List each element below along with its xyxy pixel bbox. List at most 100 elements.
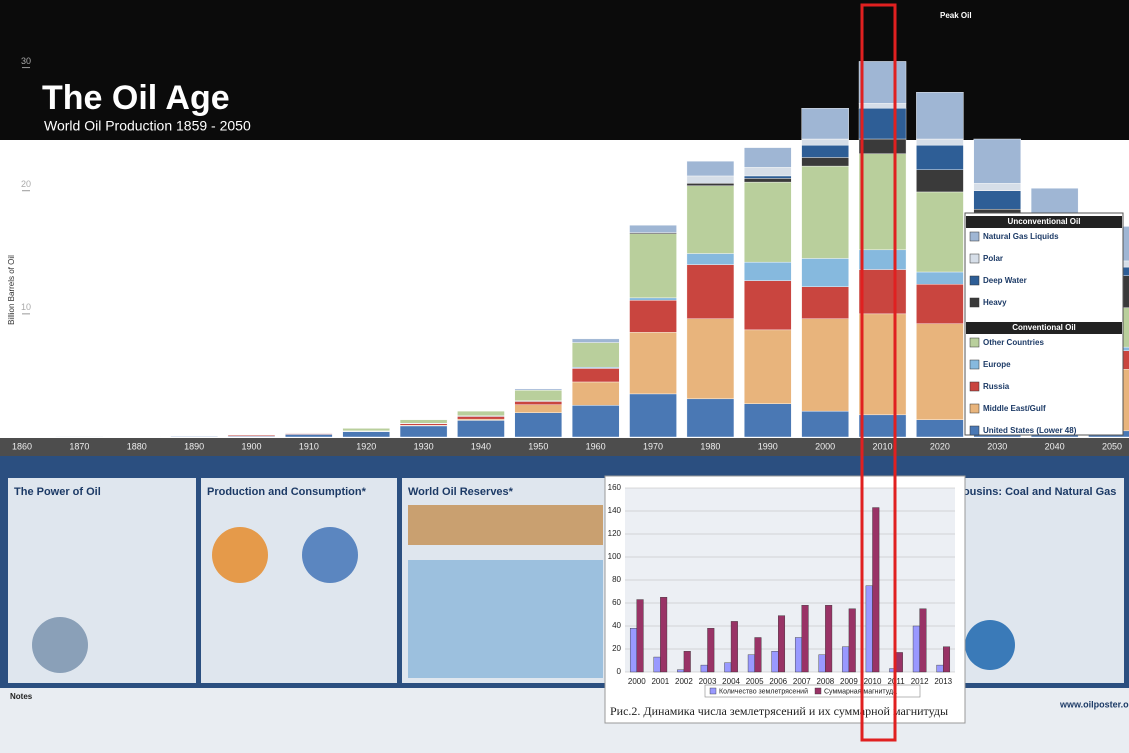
x-tick-label: 2009	[840, 677, 858, 686]
x-tick-label: 2010	[864, 677, 882, 686]
bar-segment	[744, 167, 792, 177]
x-tick-label: 2005	[746, 677, 764, 686]
x-tick-label: 2006	[769, 677, 787, 686]
x-tick-label: 1940	[471, 441, 491, 451]
x-tick-label: 1980	[700, 441, 720, 451]
x-tick-label: 2004	[722, 677, 740, 686]
bar	[943, 646, 951, 673]
legend-label: United States (Lower 48)	[983, 426, 1077, 435]
bar-segment	[457, 410, 505, 417]
bar-segment	[399, 425, 448, 438]
bar	[895, 652, 903, 673]
legend-swatch	[969, 253, 980, 264]
legend-heading: Unconventional Oil	[1008, 217, 1081, 226]
x-tick-label: 1870	[69, 441, 89, 451]
bar-segment	[801, 138, 849, 146]
bar-segment	[916, 419, 964, 438]
legend-label: Deep Water	[983, 276, 1027, 285]
x-tick-label: 2020	[930, 441, 950, 451]
side-title: Peak Oil	[940, 11, 972, 20]
bar	[660, 597, 668, 673]
reserves-illustration	[408, 505, 603, 545]
x-tick-label: 1920	[356, 441, 376, 451]
x-tick-label: 2003	[699, 677, 717, 686]
y-tick-label: 30	[21, 56, 31, 66]
bar-segment	[801, 108, 849, 140]
bar-segment	[858, 313, 907, 416]
legend-swatch	[814, 687, 822, 695]
poster-title: The Oil Age	[42, 79, 230, 117]
bar-segment	[858, 249, 907, 270]
y-tick-label: 10	[21, 302, 31, 312]
bar	[730, 621, 738, 673]
bar-segment	[285, 434, 333, 438]
legend-swatch	[969, 231, 980, 242]
x-tick-label: 1880	[127, 441, 147, 451]
bar-segment	[686, 253, 735, 265]
x-tick-label: 1950	[528, 441, 548, 451]
y-tick-label: 0	[617, 667, 622, 676]
bar-segment	[858, 103, 907, 109]
y-tick-label: 20	[612, 644, 621, 653]
x-tick-label: 1990	[758, 441, 778, 451]
bar-segment	[514, 388, 563, 391]
map-illustration	[408, 560, 603, 678]
y-tick-label: 120	[608, 529, 622, 538]
bar-segment	[342, 428, 390, 432]
bar-segment	[744, 178, 792, 183]
legend-swatch	[709, 687, 717, 695]
y-tick-label: 80	[612, 575, 621, 584]
bar	[794, 637, 802, 673]
bar-segment	[858, 414, 907, 438]
bar-segment	[399, 419, 448, 424]
legend-swatch	[969, 425, 980, 436]
bar-segment	[514, 404, 563, 413]
legend-swatch	[969, 381, 980, 392]
bar-segment	[744, 329, 792, 404]
bar	[825, 605, 833, 673]
bar-segment	[629, 297, 677, 301]
bar-segment	[571, 338, 620, 343]
bar-segment	[514, 412, 563, 438]
x-tick-label: 1860	[12, 441, 32, 451]
bar-segment	[801, 144, 849, 158]
bar-segment	[801, 410, 849, 438]
bar-segment	[744, 181, 792, 263]
bar	[771, 651, 779, 673]
bar-segment	[686, 264, 735, 319]
bar	[801, 605, 809, 673]
x-tick-label: 2030	[987, 441, 1007, 451]
y-tick-label: 100	[608, 552, 622, 561]
bar-segment	[457, 416, 505, 420]
bar-segment	[801, 258, 849, 287]
bar-segment	[858, 138, 907, 154]
bar-segment	[916, 271, 964, 285]
x-tick-label: 1960	[586, 441, 606, 451]
x-tick-label: 1930	[414, 441, 434, 451]
bar	[912, 625, 920, 673]
bar	[919, 608, 927, 673]
bar-segment	[342, 431, 390, 438]
bar-segment	[629, 300, 677, 333]
panel-title: Cousins: Coal and Natural Gas	[955, 486, 1116, 498]
bar-segment	[686, 183, 735, 186]
legend-label: Natural Gas Liquids	[983, 232, 1059, 241]
legend-frame	[704, 684, 921, 698]
bar-segment	[399, 423, 448, 426]
legend-label: Polar	[983, 254, 1003, 263]
bar-segment	[686, 160, 735, 177]
bar	[724, 662, 732, 673]
y-tick-label: 20	[21, 179, 31, 189]
bar-segment	[744, 261, 792, 281]
legend-heading: Conventional Oil	[1012, 323, 1076, 332]
legend-label: Russia	[983, 382, 1010, 391]
bar-segment	[801, 318, 849, 412]
bar	[872, 507, 880, 673]
bar-segment	[744, 403, 792, 438]
highlight-box	[860, 3, 897, 742]
legend-swatch	[969, 403, 980, 414]
bar-segment	[744, 280, 792, 331]
notes-title: Notes	[10, 692, 33, 701]
site-link[interactable]: www.oilposter.org	[1059, 699, 1129, 709]
bar-segment	[571, 342, 620, 368]
